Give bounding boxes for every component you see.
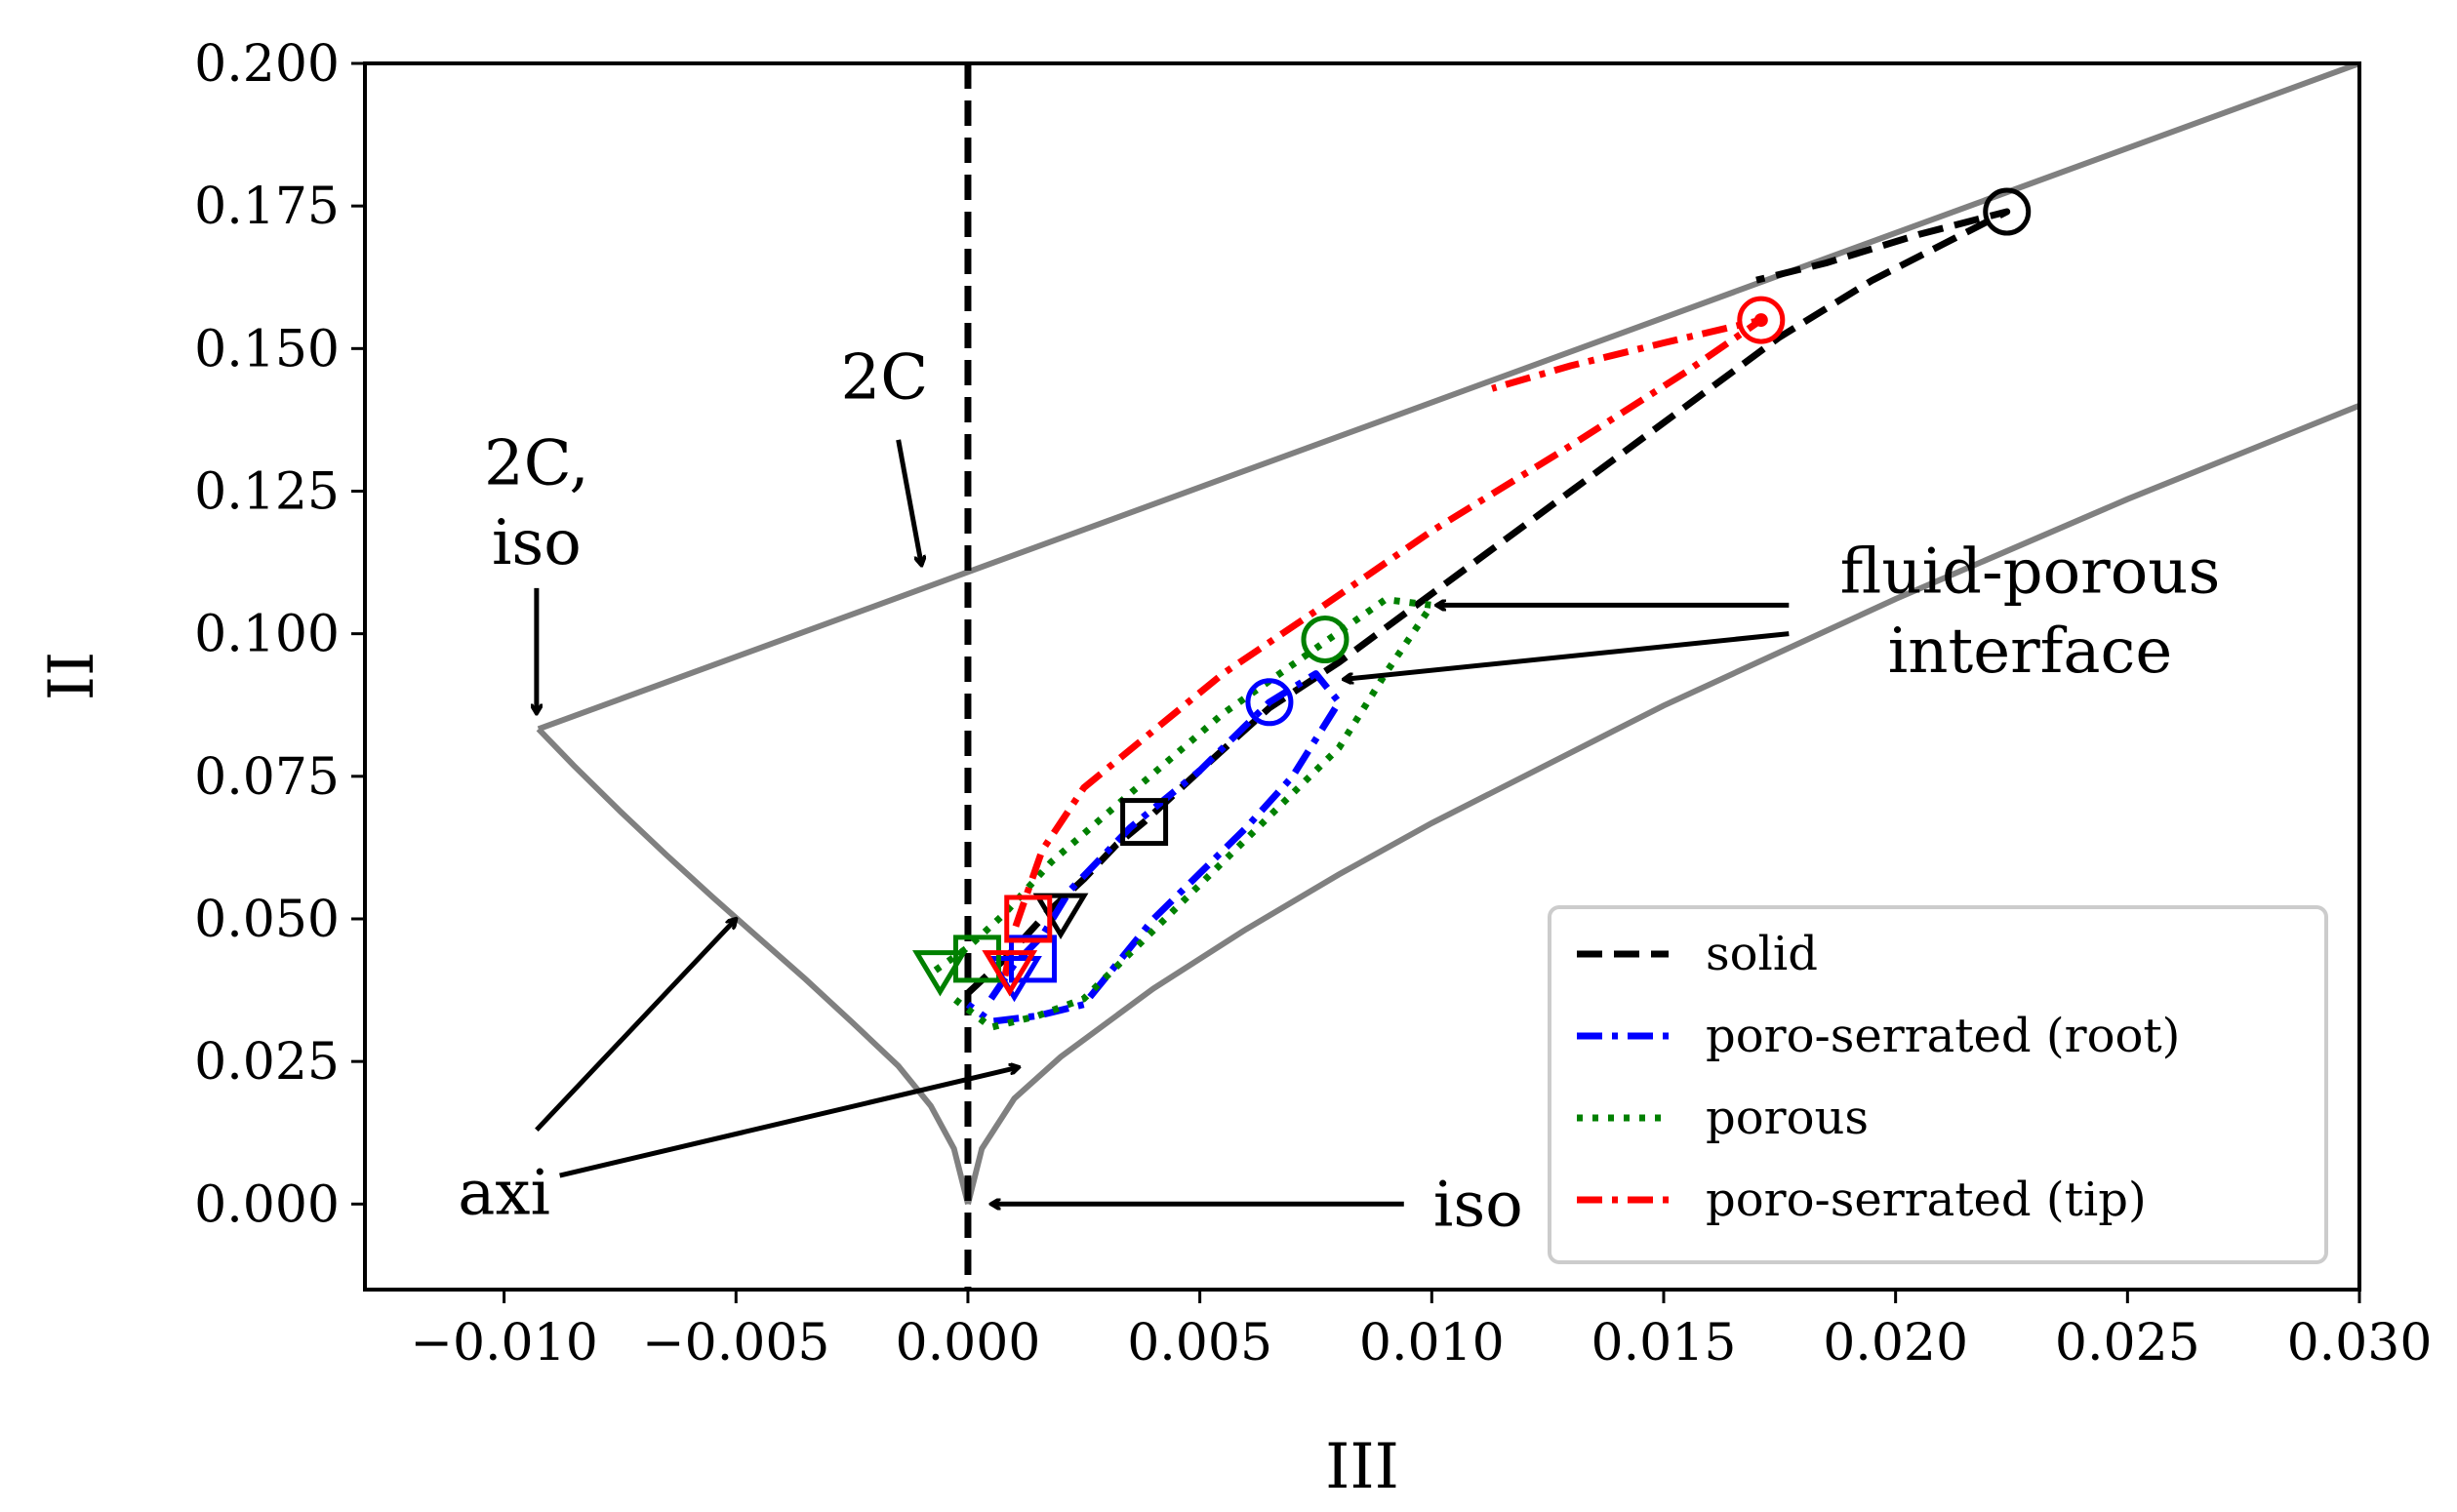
- annotation-iso: iso: [492, 507, 582, 579]
- annotation-arrow: [896, 439, 922, 566]
- legend-label-poro-serrated-root: poro-serrated (root): [1706, 1009, 2180, 1063]
- annotation-axi: axi: [458, 1158, 550, 1230]
- boundary-right-branch: [965, 403, 2359, 1206]
- y-ticks: 0.000 0.025 0.050 0.075 0.100 0.125 0.150 0.175…: [194, 35, 365, 1234]
- x-tick-label: −0.010: [410, 1314, 597, 1373]
- annotations-group: 2C 2C, iso axi iso fluid-porous interface: [458, 342, 2220, 1242]
- legend-label-poro-serrated-tip: poro-serrated (tip): [1706, 1173, 2147, 1227]
- x-tick-label: 0.015: [1591, 1314, 1737, 1373]
- marker-circle-solid: [1983, 187, 2032, 236]
- annotation-arrow: [1344, 631, 1790, 680]
- marker-square-poro-serrated-root: [1009, 935, 1058, 983]
- series-line-porous: [933, 596, 1435, 1031]
- boundary-upper-line: [537, 63, 2359, 733]
- y-tick-label: 0.175: [194, 178, 340, 236]
- plot-frame: [363, 61, 2361, 1292]
- x-tick-label: 0.000: [896, 1314, 1041, 1373]
- marker-circle-porous: [1301, 615, 1349, 663]
- y-tick-label: 0.125: [194, 462, 340, 521]
- legend-label-porous: porous: [1706, 1091, 1869, 1145]
- x-tick-label: 0.030: [2287, 1314, 2433, 1373]
- marker-circle-poro-serrated-root: [1245, 678, 1294, 727]
- series-line-poro-serrated-tip: [1001, 316, 1765, 977]
- markers-group: [912, 187, 2032, 1003]
- series-group: [933, 208, 2011, 1031]
- x-tick-label: 0.020: [1823, 1314, 1968, 1373]
- x-tick-label: 0.010: [1359, 1314, 1505, 1373]
- annotation-interface: interface: [1888, 616, 2172, 688]
- marker-triangle-porous: [912, 950, 968, 997]
- annotation-fluid-porous: fluid-porous: [1840, 536, 2221, 608]
- x-axis-title: III: [1325, 1431, 1399, 1503]
- marker-triangle-poro-serrated-tip: [982, 950, 1038, 997]
- annotation-arrow: [535, 919, 736, 1133]
- annotation-2c: 2C: [841, 342, 929, 415]
- y-axis-title: II: [36, 652, 108, 701]
- series-line-poro-serrated-root: [965, 670, 1343, 1025]
- x-tick-label: 0.025: [2055, 1314, 2200, 1373]
- boundary-group: [536, 63, 2359, 1290]
- annotation-iso: iso: [1433, 1169, 1523, 1241]
- marker-circle-poro-serrated-tip: [1737, 296, 1786, 344]
- marker-square-porous: [952, 935, 1001, 983]
- series-line-solid: [965, 208, 2011, 996]
- marker-dot-poro-serrated-tip: [1753, 313, 1768, 328]
- marker-square-poro-serrated-tip: [1004, 895, 1053, 943]
- legend: solid poro-serrated (root) porous poro-serr…: [1548, 905, 2328, 1264]
- annotation-arrow: [559, 1067, 1020, 1178]
- marker-square-solid: [1120, 798, 1169, 847]
- y-tick-label: 0.050: [194, 891, 340, 949]
- boundary-left-branch: [536, 727, 971, 1206]
- y-tick-label: 0.075: [194, 748, 340, 807]
- x-tick-label: −0.005: [642, 1314, 829, 1373]
- y-tick-label: 0.150: [194, 320, 340, 378]
- y-tick-label: 0.025: [194, 1033, 340, 1092]
- annotation-2c: 2C,: [484, 427, 589, 499]
- y-tick-label: 0.100: [194, 606, 340, 664]
- y-tick-label: 0.200: [194, 35, 340, 94]
- legend-box: [1548, 905, 2328, 1264]
- legend-label-solid: solid: [1706, 927, 1818, 981]
- x-tick-label: 0.005: [1127, 1314, 1272, 1373]
- x-ticks: −0.010 −0.005 0.000 0.005 0.010 0.015 0.020 0.0…: [410, 1290, 2432, 1373]
- y-tick-label: 0.000: [194, 1175, 340, 1234]
